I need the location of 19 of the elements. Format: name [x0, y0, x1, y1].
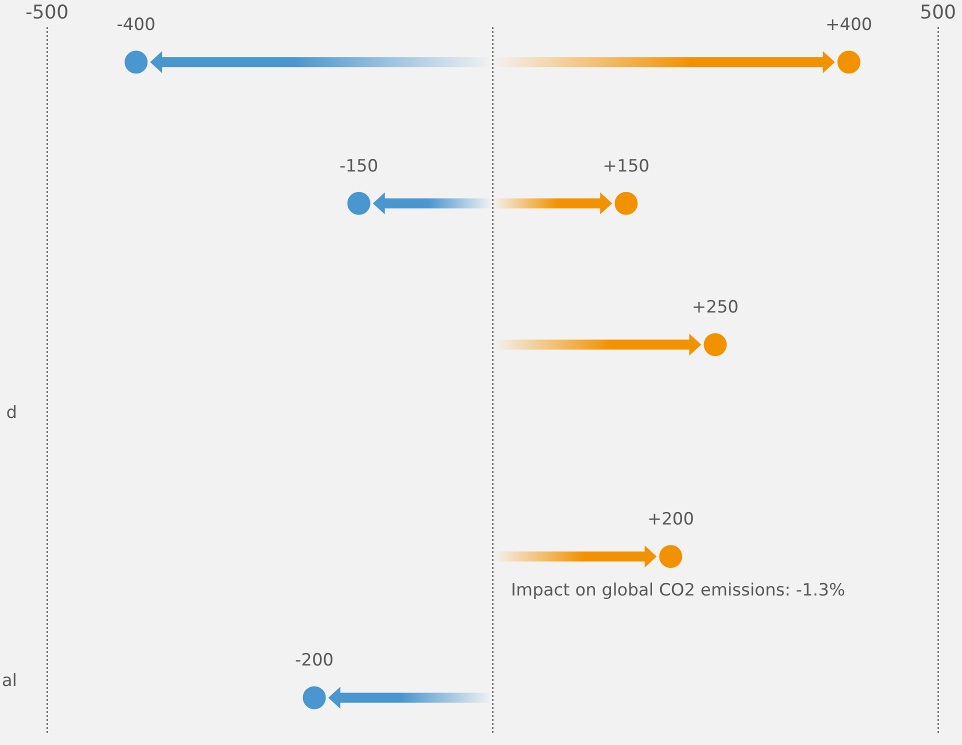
point	[124, 50, 148, 74]
data-label: -400	[116, 15, 156, 36]
data-label: +250	[692, 298, 739, 318]
annotation: Impact on global CO2 emissions: -1.3%	[511, 580, 846, 600]
point	[302, 686, 326, 710]
text: al	[2, 671, 17, 691]
point	[347, 192, 370, 215]
data-label: +200	[647, 509, 694, 530]
point	[704, 333, 727, 356]
data-label: +400	[826, 15, 872, 36]
data-label: -200	[295, 650, 334, 671]
x-tick-label: -500	[25, 1, 69, 24]
x-tick-label: 500	[920, 1, 956, 24]
point	[614, 192, 638, 215]
data-label: -150	[340, 156, 378, 176]
point	[659, 544, 682, 568]
point	[837, 50, 860, 74]
data-label: +150	[602, 156, 650, 176]
text: d	[6, 403, 17, 423]
